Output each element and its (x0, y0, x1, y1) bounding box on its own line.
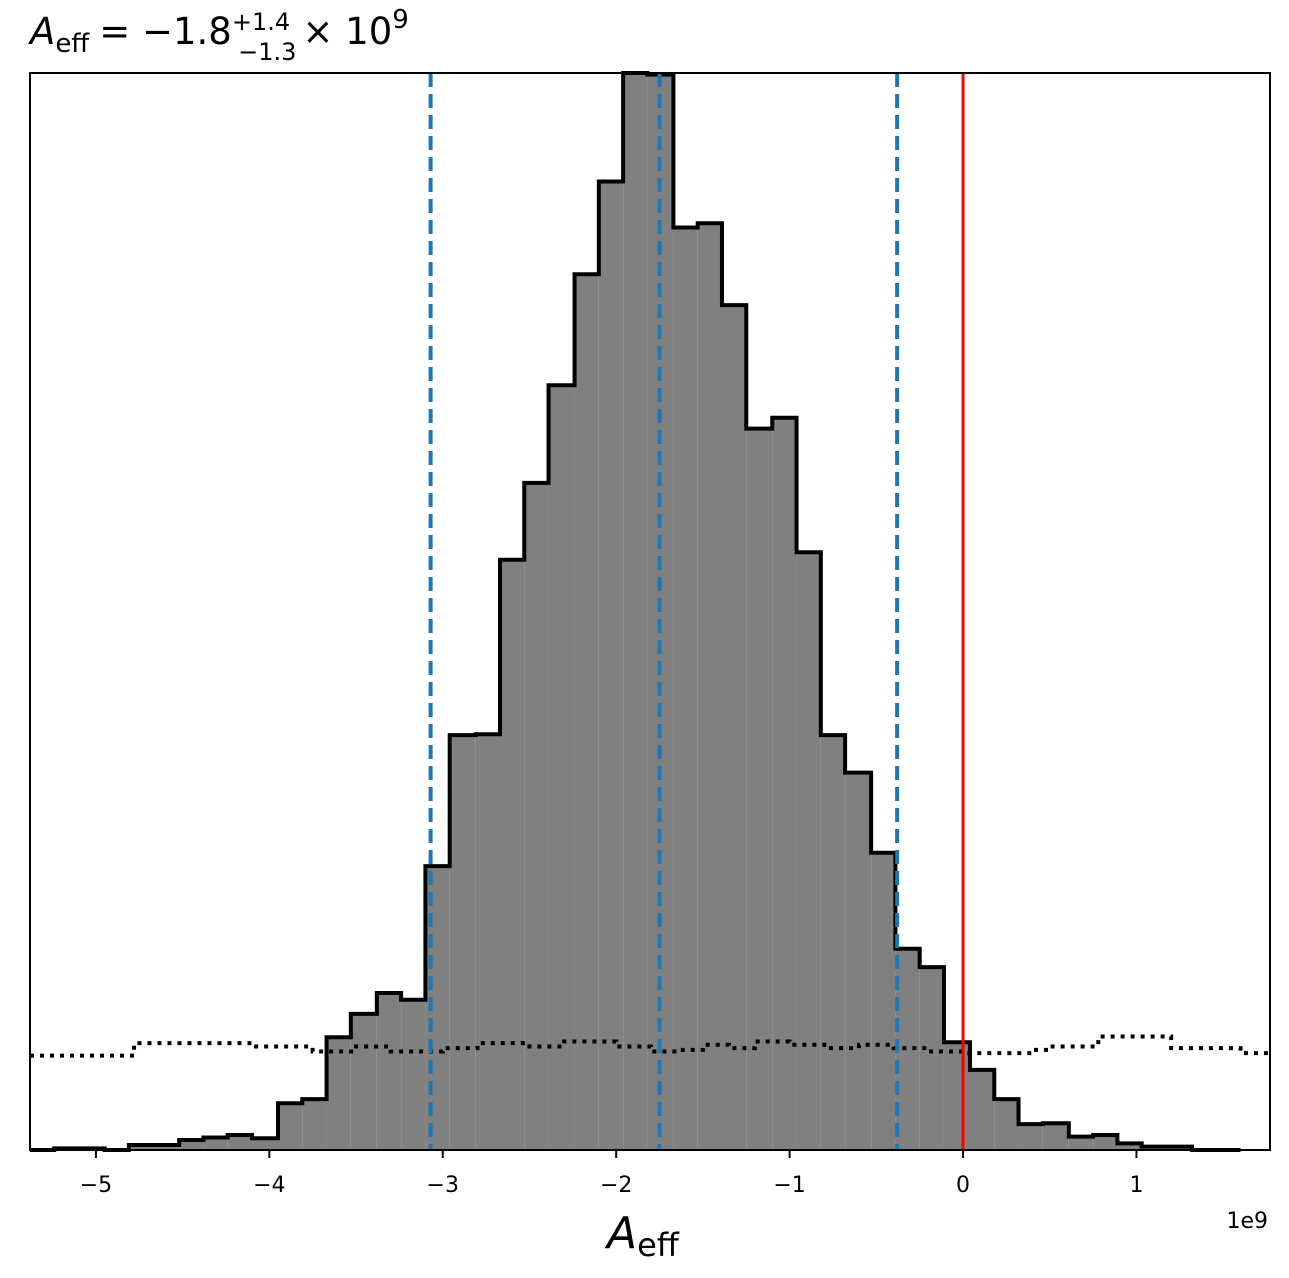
histogram-bar (796, 552, 821, 1150)
axes-frame (29, 72, 1271, 1151)
histogram-bar (994, 1099, 1019, 1150)
histogram-bar (598, 181, 624, 1150)
histogram-bar (697, 223, 722, 1151)
histogram-bar (673, 227, 698, 1150)
x-axis-label: Aeff (604, 1208, 680, 1264)
x-tick-label: 1 (1129, 1173, 1143, 1198)
histogram-bar (969, 1069, 995, 1150)
histogram-bar (1117, 1143, 1142, 1150)
histogram-bar (746, 428, 773, 1150)
x-axis-ticks: −5 −4 −3 −2 −1 0 1 (80, 1150, 1143, 1198)
prior-step-line (30, 1034, 1270, 1058)
title-exp: 9 (392, 5, 409, 35)
title-subscript: eff (55, 29, 90, 59)
histogram-bar (919, 967, 944, 1150)
histogram-bar (376, 993, 402, 1150)
title-symbol: A (28, 10, 55, 53)
histogram-bar (772, 417, 797, 1150)
histogram-bar (1042, 1123, 1069, 1150)
histogram-bar (326, 1037, 351, 1150)
histogram-bar (350, 1013, 377, 1150)
xlabel-symbol: A (604, 1208, 637, 1259)
histogram-bar (401, 999, 426, 1150)
x-tick-label: −3 (427, 1173, 459, 1198)
histogram-bar (820, 735, 846, 1150)
histogram-bar (871, 852, 896, 1150)
x-tick-label: −4 (253, 1173, 285, 1198)
title-equals: = −1.8 (99, 10, 232, 53)
histogram-bar (128, 1144, 154, 1150)
histogram-bar (278, 1103, 303, 1150)
histogram-bar (574, 274, 599, 1150)
histogram-bar (251, 1138, 278, 1150)
histogram-bar (449, 735, 476, 1150)
x-tick-label: −1 (773, 1173, 805, 1198)
histogram-bar (1068, 1136, 1094, 1150)
histogram-bar (499, 559, 525, 1150)
histogram-bar (1018, 1124, 1043, 1150)
histogram-bar (721, 305, 747, 1151)
title-sub: −1.3 (238, 38, 296, 66)
histogram-bar (623, 73, 648, 1150)
histogram-bar (302, 1099, 327, 1150)
x-tick-label: 0 (956, 1173, 970, 1198)
histogram-bar (943, 1042, 970, 1150)
title-times: × 10 (302, 10, 392, 53)
histogram-bar (845, 772, 872, 1150)
title-sup: +1.4 (232, 8, 290, 36)
histogram-bar (153, 1144, 180, 1150)
histogram-bar (227, 1134, 252, 1150)
histogram-bar (548, 385, 575, 1150)
x-axis-offset-text: 1e9 (1226, 1209, 1268, 1234)
histogram-bar (524, 482, 549, 1150)
x-tick-label: −2 (600, 1173, 632, 1198)
histogram-bar (203, 1137, 228, 1150)
histogram-bar (1093, 1134, 1118, 1150)
histogram-bar (179, 1139, 204, 1150)
chart-title: Aeff = −1.8+1.4 −1.3 × 109 (28, 5, 409, 66)
xlabel-subscript: eff (637, 1226, 680, 1264)
plot-area (30, 71, 1270, 1152)
x-tick-label: −5 (80, 1173, 112, 1198)
histogram-bar (475, 734, 500, 1150)
